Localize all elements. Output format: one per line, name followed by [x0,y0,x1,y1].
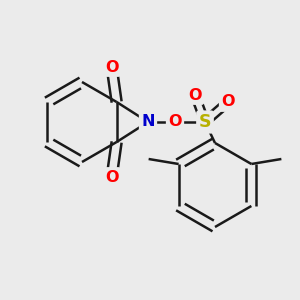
Text: N: N [141,115,155,130]
Text: O: O [188,88,202,103]
Text: O: O [168,115,182,130]
Text: O: O [221,94,235,110]
Text: O: O [105,59,119,74]
Text: O: O [105,169,119,184]
Text: S: S [199,113,211,131]
